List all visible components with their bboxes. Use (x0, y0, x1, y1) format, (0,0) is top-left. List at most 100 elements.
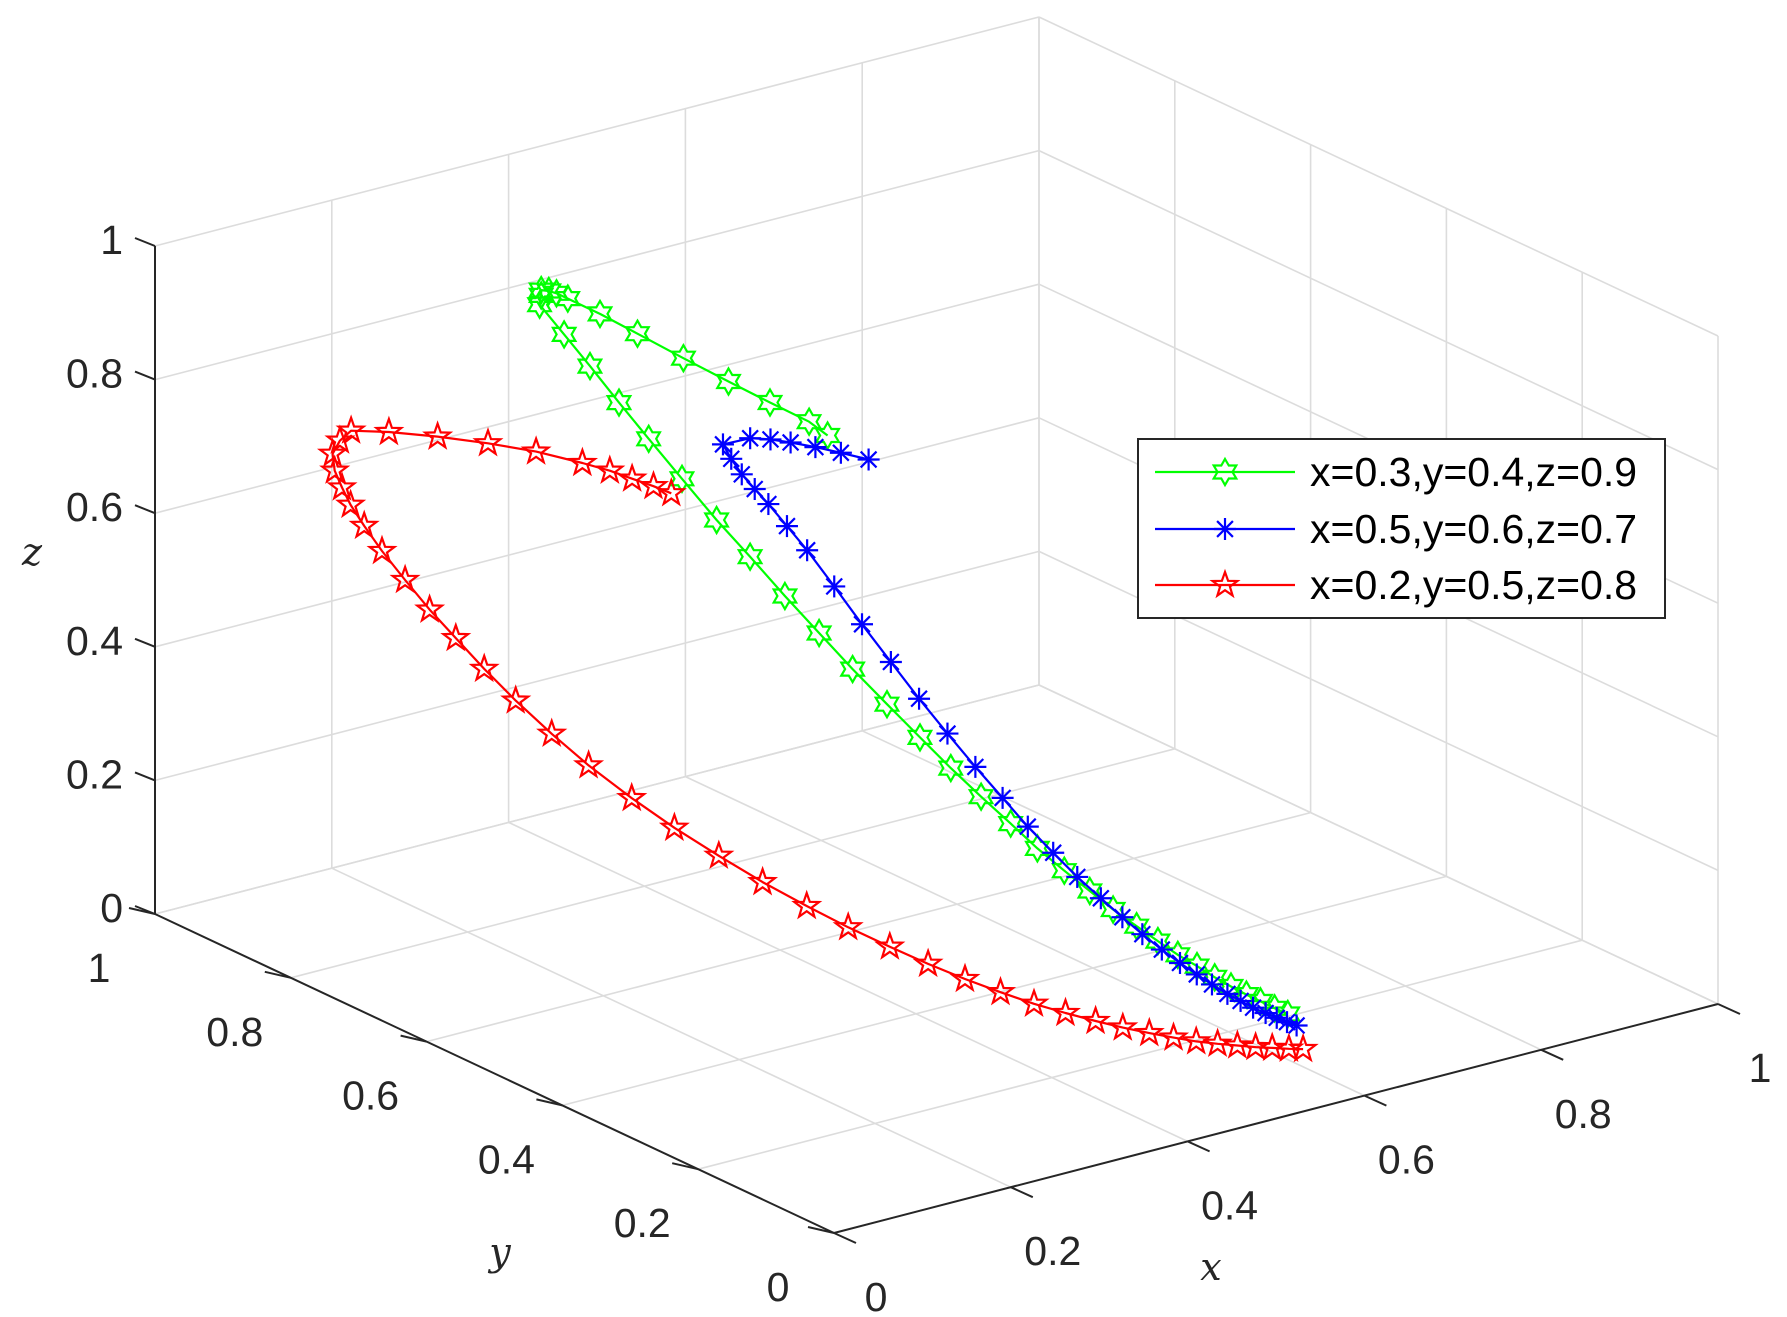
hexagram-marker (576, 350, 604, 382)
y-tick-label: 0.6 (342, 1073, 399, 1119)
hexagram-marker (805, 617, 833, 649)
asterisk-marker (757, 493, 780, 516)
pentagram-marker (1256, 1031, 1288, 1062)
hexagram-marker (736, 541, 764, 572)
z-tick-label: 0 (100, 885, 123, 931)
asterisk-marker (739, 427, 762, 450)
asterisk-marker (829, 441, 852, 464)
series-0 (526, 274, 1301, 1030)
series-2 (316, 414, 1319, 1063)
x-tick-label: 0 (865, 1274, 888, 1317)
pentagram-marker (472, 426, 504, 457)
asterisk-marker (1229, 989, 1252, 1012)
asterisk-marker (857, 448, 880, 471)
asterisk-marker (775, 515, 798, 538)
pentagram-marker (616, 462, 648, 492)
grid-line (861, 730, 1542, 1051)
pentagram-marker (566, 446, 599, 477)
pentagram-marker (1221, 1029, 1253, 1059)
z-tick-mark (134, 370, 156, 381)
pentagram-marker (414, 593, 446, 623)
y-tick-label: 0.2 (614, 1200, 671, 1246)
pentagram-marker (1018, 987, 1050, 1018)
y-tick-mark (807, 1226, 835, 1234)
legend-marker-swatch (1211, 456, 1239, 488)
y-tick-label: 1 (88, 945, 111, 991)
asterisk-marker (720, 447, 743, 470)
asterisk-marker (1216, 982, 1239, 1005)
grid-line (1038, 684, 1719, 1005)
pentagram-marker (440, 621, 472, 652)
asterisk-marker (1168, 951, 1191, 974)
asterisk-marker (1285, 1014, 1308, 1037)
pentagram-marker (984, 975, 1017, 1006)
pentagram-marker (874, 930, 906, 960)
x-axis-line (833, 1003, 1719, 1234)
legend-marker-swatch (1209, 568, 1241, 599)
pentagram-marker (912, 947, 944, 978)
x-tick-label: 0.2 (1024, 1228, 1081, 1274)
legend-item: x=0.3,y=0.4,z=0.9 (1155, 449, 1637, 495)
y-axis-line (154, 913, 835, 1234)
pentagram-marker (1202, 1027, 1234, 1058)
pentagram-marker (616, 781, 648, 812)
hexagram-marker (670, 342, 697, 374)
hexagram-marker (635, 423, 662, 455)
hexagram-marker (967, 781, 995, 812)
legend-marker-swatch (1214, 518, 1236, 540)
axes-layer: 0 0.2 0.4 0.6 0.8 1 0 0.2 0.4 0.6 0.8 1 0 0.2 0.4 0.6 0.… (66, 217, 1771, 1317)
y-tick-label: 0.4 (478, 1136, 535, 1182)
hexagram-marker (703, 504, 730, 536)
pentagram-marker (703, 839, 735, 870)
z-tick-label: 0.8 (66, 351, 123, 397)
pentagram-marker (366, 534, 398, 565)
x-tick-label: 1 (1749, 1045, 1772, 1091)
grid-line (426, 811, 1311, 1043)
asterisk-marker (743, 478, 766, 501)
asterisk-marker (851, 613, 874, 636)
x-tick-mark (1717, 1003, 1741, 1015)
asterisk-marker (908, 687, 931, 710)
hexagram-marker (873, 688, 901, 720)
asterisk-marker (1066, 865, 1089, 888)
pentagram-marker (1180, 1025, 1212, 1055)
y-tick-label: 0.8 (206, 1009, 263, 1055)
x-tick-label: 0.8 (1555, 1091, 1612, 1137)
z-tick-label: 0.2 (66, 751, 123, 797)
z-tick-label: 1 (100, 217, 123, 263)
asterisk-marker (823, 575, 846, 598)
pentagram-marker (335, 488, 367, 519)
z-tick-mark (134, 237, 156, 247)
z-tick-mark (134, 637, 156, 648)
y-tick-mark (400, 1034, 427, 1043)
pentagram-marker (658, 811, 690, 842)
z-axis-label: z (21, 530, 43, 574)
pentagram-marker (319, 454, 351, 484)
pentagram-marker (324, 424, 356, 454)
asterisk-marker (779, 431, 802, 454)
hexagram-marker (1201, 962, 1228, 993)
asterisk-marker (1016, 815, 1039, 838)
legend-item: x=0.5,y=0.6,z=0.7 (1155, 506, 1637, 552)
legend-label: x=0.5,y=0.6,z=0.7 (1310, 506, 1637, 552)
x-tick-mark (1187, 1140, 1211, 1153)
z-tick-mark (134, 771, 156, 782)
z-tick-label: 0.6 (66, 484, 123, 530)
x-tick-mark (833, 1232, 857, 1244)
grid-line (1038, 16, 1719, 337)
asterisk-marker (804, 436, 827, 459)
asterisk-marker (730, 463, 753, 486)
hexagram-marker (526, 289, 553, 320)
asterisk-marker (1185, 963, 1208, 986)
x-tick-label: 0.4 (1201, 1182, 1258, 1228)
grid-line (154, 16, 1040, 247)
pentagram-marker (1158, 1021, 1190, 1051)
x-tick-mark (1540, 1048, 1564, 1061)
series-1 (711, 427, 1308, 1037)
hexagram-marker (586, 298, 614, 330)
pentagram-marker (832, 910, 864, 941)
pentagram-marker (1080, 1004, 1112, 1035)
asterisk-marker (796, 539, 819, 562)
asterisk-marker (759, 428, 782, 451)
